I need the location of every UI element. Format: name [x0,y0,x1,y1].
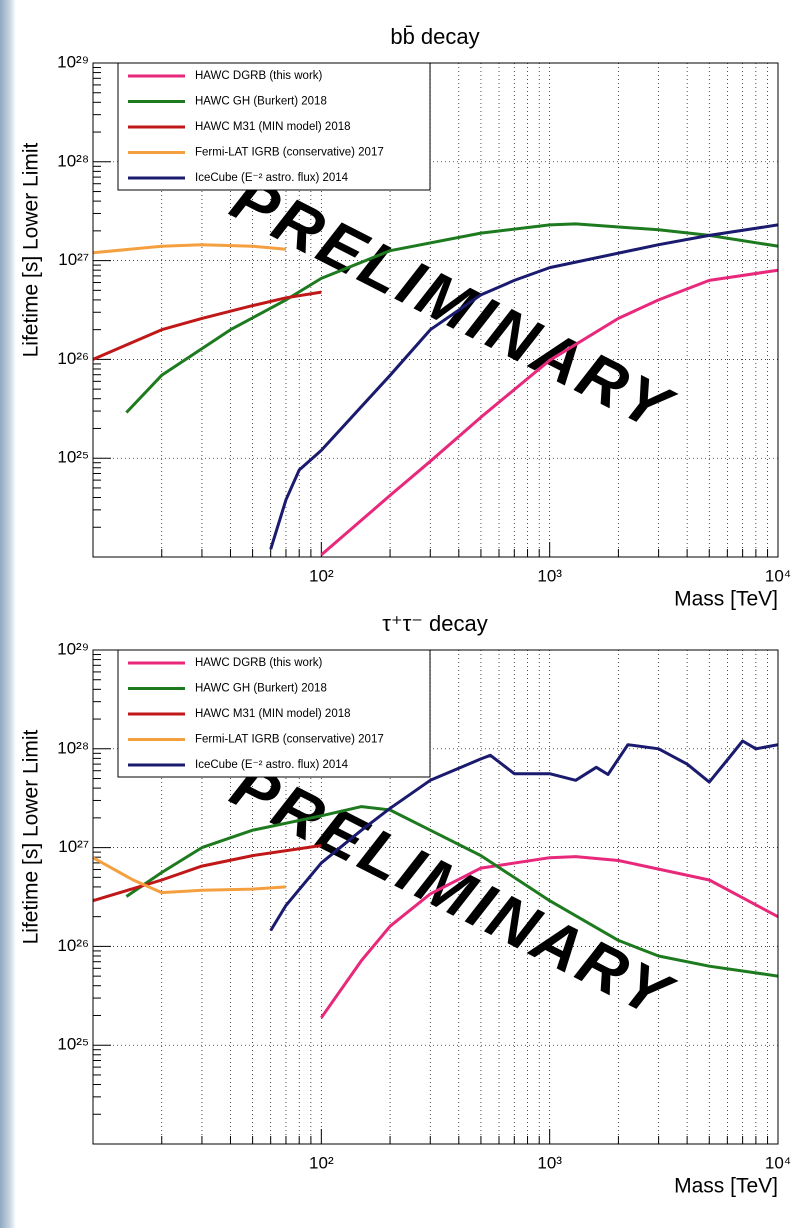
x-axis-label: Mass [TeV] [674,1175,778,1198]
x-tick-label: 10³ [537,566,562,585]
legend-label: HAWC GH (Burkert) 2018 [195,683,327,695]
y-tick-label: 10²⁵ [57,448,89,467]
legend-label: IceCube (E⁻² astro. flux) 2014 [195,759,349,771]
y-tick-label: 10²⁷ [58,837,89,856]
y-tick-label: 10²⁹ [57,52,89,71]
series-line [93,856,287,895]
series-line [93,844,322,903]
y-tick-label: 10²⁶ [57,349,89,368]
series-group [93,222,778,557]
legend-label: Fermi-LAT IGRB (conservative) 2017 [195,147,384,159]
series-line [320,268,778,557]
y-tick-label: 10²⁷ [58,250,89,269]
y-tick-label: 10²⁹ [57,639,89,658]
series-line [269,223,778,550]
y-axis-label: Lifetime [s] Lower Limit [20,729,43,944]
y-tick-label: 10²⁵ [57,1035,89,1054]
x-axis-label: Mass [TeV] [674,588,778,611]
series-line [93,290,322,361]
y-axis-label: Lifetime [s] Lower Limit [20,142,43,357]
series-line [320,855,778,1019]
chart-title: τ⁺τ⁻ decay [382,611,487,636]
legend-label: HAWC M31 (MIN model) 2018 [195,121,351,133]
legend-label: IceCube (E⁻² astro. flux) 2014 [195,172,349,184]
series-group [93,739,778,1019]
x-tick-label: 10³ [537,1153,562,1172]
y-tick-label: 10²⁸ [57,738,89,757]
y-tick-label: 10²⁶ [57,936,89,955]
series-line [269,739,778,932]
x-tick-label: 10⁴ [765,1153,791,1172]
legend-label: Fermi-LAT IGRB (conservative) 2017 [195,734,384,746]
series-line [125,805,778,978]
frame [92,649,779,1145]
legend-label: HAWC DGRB (this work) [195,657,323,669]
x-tick-label: 10² [309,1153,334,1172]
y-tick-label: 10²⁸ [57,151,89,170]
frame [92,62,779,558]
series-line [93,243,287,255]
x-tick-label: 10² [309,566,334,585]
legend-label: HAWC GH (Burkert) 2018 [195,96,327,108]
chart-title: bb̄ decay [390,24,479,49]
series-line [125,222,778,414]
legend-label: HAWC M31 (MIN model) 2018 [195,708,351,720]
legend-label: HAWC DGRB (this work) [195,70,323,82]
x-tick-label: 10⁴ [765,566,791,585]
